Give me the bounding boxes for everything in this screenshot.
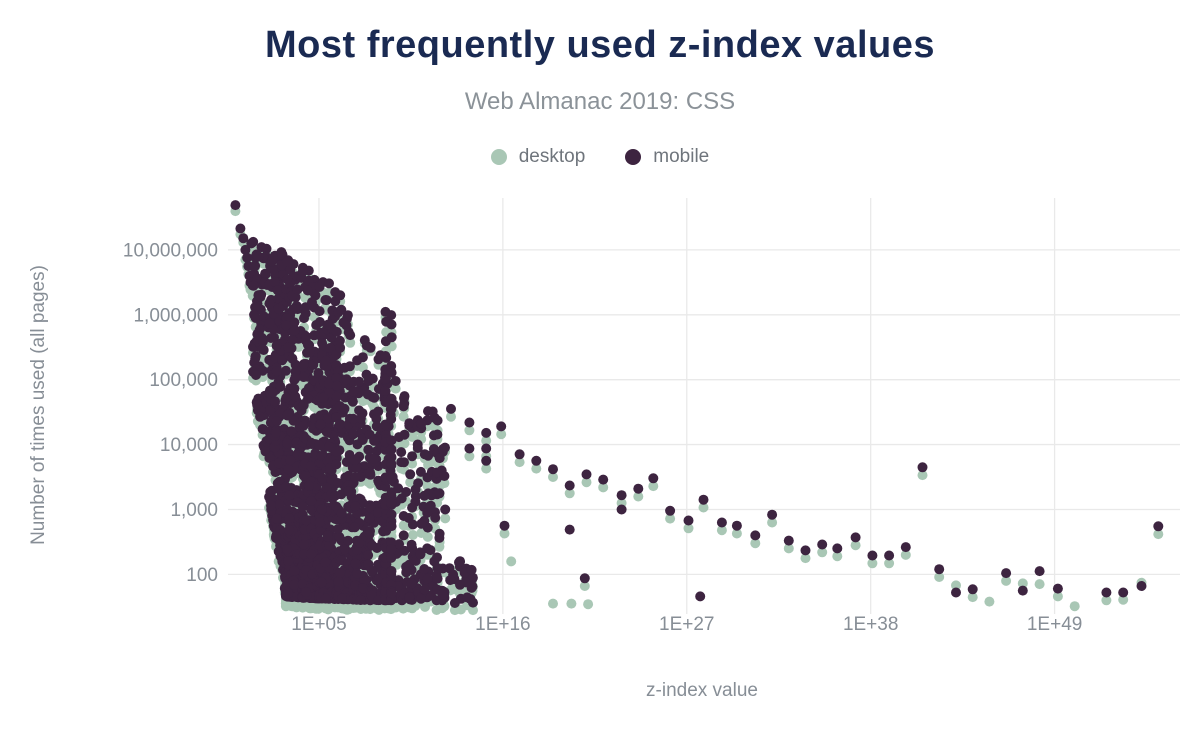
desktop-legend-label: desktop <box>518 146 586 167</box>
mobile-legend-label: mobile <box>653 146 710 167</box>
desktop-legend-dot-icon <box>490 149 507 165</box>
legend-item-mobile[interactable]: mobile <box>625 146 709 168</box>
x-tick-label: 1E+38 <box>843 614 898 635</box>
mobile-legend-dot-icon <box>625 149 642 165</box>
y-tick-label: 100,000 <box>149 370 218 391</box>
mobile-series-points[interactable] <box>230 200 1164 608</box>
y-tick-label: 10,000 <box>160 435 218 456</box>
y-tick-label: 100 <box>186 565 218 586</box>
y-tick-label: 1,000,000 <box>133 305 218 326</box>
chart-subtitle: Web Almanac 2019: CSS <box>464 88 736 115</box>
x-tick-label: 1E+49 <box>1027 614 1082 635</box>
axis-tick-labels: 100 1,000 10,000 100,000 1,000,000 10,000,000… <box>123 240 1082 635</box>
legend: desktop mobile <box>0 146 1200 168</box>
x-axis-title: z-index value <box>646 680 758 701</box>
y-axis-title: Number of times used (all pages) <box>28 265 49 545</box>
x-tick-label: 1E+16 <box>475 614 530 635</box>
x-tick-label: 1E+05 <box>291 614 346 635</box>
legend-item-desktop[interactable]: desktop <box>490 146 586 168</box>
x-tick-label: 1E+27 <box>659 614 714 635</box>
y-tick-label: 10,000,000 <box>123 240 218 261</box>
y-tick-label: 1,000 <box>170 500 218 521</box>
chart-title: Most frequently used z-index values <box>265 24 935 66</box>
